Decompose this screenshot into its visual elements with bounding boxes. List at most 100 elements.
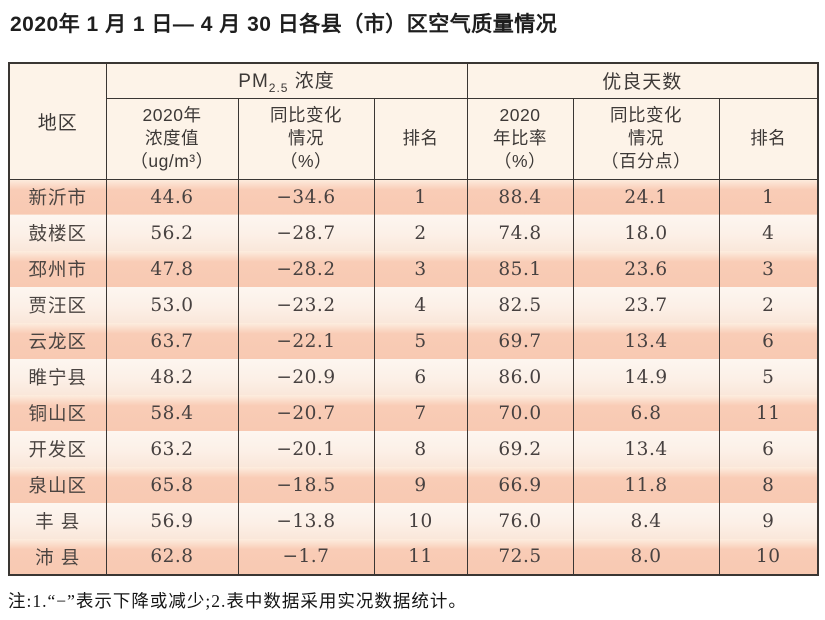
cell-pm-value: 65.8: [105, 467, 239, 503]
cell-region: 邳州市: [8, 251, 107, 287]
pm25-label-subscript: 2.5: [268, 81, 289, 96]
table-row: 睢宁县 48.2 −20.9 6 86.0 14.9 5: [8, 359, 819, 395]
cell-region: 丰 县: [8, 503, 107, 539]
cell-pm-value: 63.2: [105, 431, 239, 467]
cell-pm-value: 58.4: [105, 395, 239, 431]
cell-days-rank: 10: [718, 539, 819, 575]
cell-region: 睢宁县: [8, 359, 107, 395]
table-row: 贾汪区 53.0 −23.2 4 82.5 23.7 2: [8, 287, 819, 323]
header-region: 地区: [8, 62, 107, 180]
cell-days-rate: 69.7: [466, 323, 574, 359]
cell-days-rate: 76.0: [466, 503, 574, 539]
cell-pm-change: −34.6: [237, 179, 375, 215]
cell-days-change: 23.6: [572, 251, 720, 287]
air-quality-table: 地区 PM2.5 浓度 优良天数 2020年 浓度值 （ug/m³） 同比变化 …: [8, 62, 820, 576]
cell-days-change: 13.4: [572, 323, 720, 359]
cell-pm-rank: 5: [373, 323, 468, 359]
cell-pm-rank: 10: [373, 503, 468, 539]
cell-days-change: 8.4: [572, 503, 720, 539]
cell-pm-rank: 6: [373, 359, 468, 395]
pm25-label-prefix: PM: [238, 71, 269, 93]
cell-pm-change: −18.5: [237, 467, 375, 503]
cell-days-change: 24.1: [572, 179, 720, 215]
cell-pm-change: −22.1: [237, 323, 375, 359]
cell-days-change: 8.0: [572, 539, 720, 575]
cell-pm-value: 44.6: [105, 179, 239, 215]
cell-days-rate: 70.0: [466, 395, 574, 431]
cell-days-rate: 72.5: [466, 539, 574, 575]
pm25-label-suffix: 浓度: [288, 71, 335, 93]
cell-days-change: 18.0: [572, 215, 720, 251]
cell-days-rank: 2: [718, 287, 819, 323]
cell-region: 新沂市: [8, 179, 107, 215]
cell-pm-rank: 1: [373, 179, 468, 215]
header-group-good-days: 优良天数: [466, 62, 819, 99]
cell-pm-value: 62.8: [105, 539, 239, 575]
table-row: 开发区 63.2 −20.1 8 69.2 13.4 6: [8, 431, 819, 467]
cell-pm-rank: 4: [373, 287, 468, 323]
cell-days-change: 23.7: [572, 287, 720, 323]
header-pm-change: 同比变化 情况 （%）: [237, 97, 375, 180]
table-row: 丰 县 56.9 −13.8 10 76.0 8.4 9: [8, 503, 819, 539]
cell-pm-change: −23.2: [237, 287, 375, 323]
cell-days-rank: 4: [718, 215, 819, 251]
cell-days-rate: 66.9: [466, 467, 574, 503]
cell-days-change: 6.8: [572, 395, 720, 431]
cell-pm-rank: 11: [373, 539, 468, 575]
cell-pm-change: −1.7: [237, 539, 375, 575]
cell-pm-change: −20.7: [237, 395, 375, 431]
cell-pm-value: 56.2: [105, 215, 239, 251]
table-row: 邳州市 47.8 −28.2 3 85.1 23.6 3: [8, 251, 819, 287]
cell-pm-value: 48.2: [105, 359, 239, 395]
cell-region: 云龙区: [8, 323, 107, 359]
cell-days-change: 11.8: [572, 467, 720, 503]
cell-pm-value: 56.9: [105, 503, 239, 539]
cell-pm-rank: 2: [373, 215, 468, 251]
header-days-rate: 2020 年比率 （%）: [466, 97, 574, 180]
cell-pm-value: 47.8: [105, 251, 239, 287]
cell-pm-change: −20.1: [237, 431, 375, 467]
table-footnote: 注:1.“−”表示下降或减少;2.表中数据采用实况数据统计。: [8, 591, 467, 611]
cell-pm-rank: 8: [373, 431, 468, 467]
cell-days-rate: 86.0: [466, 359, 574, 395]
cell-days-rate: 69.2: [466, 431, 574, 467]
table-row: 泉山区 65.8 −18.5 9 66.9 11.8 8: [8, 467, 819, 503]
table-row: 云龙区 63.7 −22.1 5 69.7 13.4 6: [8, 323, 819, 359]
cell-days-rank: 6: [718, 323, 819, 359]
cell-pm-value: 63.7: [105, 323, 239, 359]
cell-days-rank: 8: [718, 467, 819, 503]
table-row: 鼓楼区 56.2 −28.7 2 74.8 18.0 4: [8, 215, 819, 251]
cell-region: 铜山区: [8, 395, 107, 431]
cell-days-change: 14.9: [572, 359, 720, 395]
table-row: 新沂市 44.6 −34.6 1 88.4 24.1 1: [8, 179, 819, 215]
cell-pm-value: 53.0: [105, 287, 239, 323]
cell-pm-change: −28.7: [237, 215, 375, 251]
cell-pm-rank: 7: [373, 395, 468, 431]
cell-region: 贾汪区: [8, 287, 107, 323]
cell-days-rate: 85.1: [466, 251, 574, 287]
header-pm-value: 2020年 浓度值 （ug/m³）: [105, 97, 239, 180]
cell-days-change: 13.4: [572, 431, 720, 467]
cell-days-rank: 1: [718, 179, 819, 215]
header-days-change: 同比变化 情况 （百分点）: [572, 97, 720, 180]
cell-days-rank: 6: [718, 431, 819, 467]
cell-pm-change: −13.8: [237, 503, 375, 539]
cell-pm-rank: 9: [373, 467, 468, 503]
page-title: 2020年 1 月 1 日— 4 月 30 日各县（市）区空气质量情况: [10, 13, 558, 36]
cell-days-rank: 5: [718, 359, 819, 395]
cell-pm-change: −28.2: [237, 251, 375, 287]
cell-region: 鼓楼区: [8, 215, 107, 251]
table-row: 沛 县 62.8 −1.7 11 72.5 8.0 10: [8, 539, 819, 575]
header-pm-rank: 排名: [373, 97, 468, 180]
cell-region: 开发区: [8, 431, 107, 467]
cell-days-rank: 11: [718, 395, 819, 431]
cell-region: 沛 县: [8, 539, 107, 575]
table-header: 地区 PM2.5 浓度 优良天数 2020年 浓度值 （ug/m³） 同比变化 …: [8, 62, 819, 180]
header-group-pm25: PM2.5 浓度: [105, 62, 468, 99]
cell-days-rank: 9: [718, 503, 819, 539]
table-row: 铜山区 58.4 −20.7 7 70.0 6.8 11: [8, 395, 819, 431]
cell-days-rate: 88.4: [466, 179, 574, 215]
cell-days-rate: 74.8: [466, 215, 574, 251]
cell-days-rank: 3: [718, 251, 819, 287]
